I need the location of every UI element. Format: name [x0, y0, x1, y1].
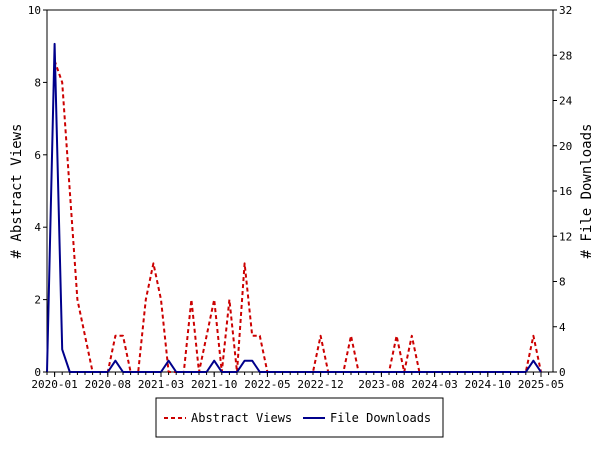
- series-layer: [46, 42, 542, 373]
- x-tick-label: 2020-08: [85, 378, 131, 391]
- legend-box: [155, 397, 444, 438]
- x-tick-label: 2023-08: [358, 378, 404, 391]
- y-right-tick-label: 20: [559, 140, 572, 153]
- x-tick-label: 2021-10: [191, 378, 237, 391]
- x-tick-label: 2022-12: [297, 378, 343, 391]
- legend: Abstract Views File Downloads: [155, 397, 444, 438]
- y-left-axis-title: # Abstract Views: [9, 124, 25, 259]
- x-tick-label: 2021-03: [138, 378, 184, 391]
- x-tick-label: 2024-10: [465, 378, 511, 391]
- y-right-tick-label: 28: [559, 49, 572, 62]
- series-line-file-downloads: [46, 42, 542, 373]
- y-right-tick-label: 8: [559, 276, 566, 289]
- legend-label-file-downloads: File Downloads: [330, 411, 431, 425]
- y-left-tick-label: 0: [34, 366, 41, 379]
- y-right-tick-label: 12: [559, 230, 572, 243]
- y-left-tick-label: 6: [34, 149, 41, 162]
- y-right-tick-label: 0: [559, 366, 566, 379]
- y-right-tick-label: 16: [559, 185, 572, 198]
- legend-label-abstract-views: Abstract Views: [191, 411, 292, 425]
- plot-area: [46, 9, 554, 373]
- y-right-tick-label: 4: [559, 321, 566, 334]
- x-tick-label: 2024-03: [411, 378, 457, 391]
- y-right-tick-label: 32: [559, 4, 572, 17]
- x-tick-label: 2022-05: [244, 378, 290, 391]
- y-left-tick-label: 2: [34, 294, 41, 307]
- y-left-axis: 0 2 4 6 8 10: [28, 4, 47, 379]
- y-right-axis-title: # File Downloads: [579, 124, 595, 259]
- x-axis: 2020-01 2020-08 2021-03 2021-10 2022-05 2022-…: [31, 372, 564, 391]
- y-left-tick-label: 10: [28, 4, 41, 17]
- y-left-tick-label: 4: [34, 221, 41, 234]
- x-tick-label: 2020-01: [31, 378, 77, 391]
- y-right-axis: 0 4 8 12 16 20 24 28 32: [553, 4, 573, 379]
- x-tick-label: 2025-05: [518, 378, 564, 391]
- y-right-tick-label: 24: [559, 95, 573, 108]
- y-left-tick-label: 8: [34, 76, 41, 89]
